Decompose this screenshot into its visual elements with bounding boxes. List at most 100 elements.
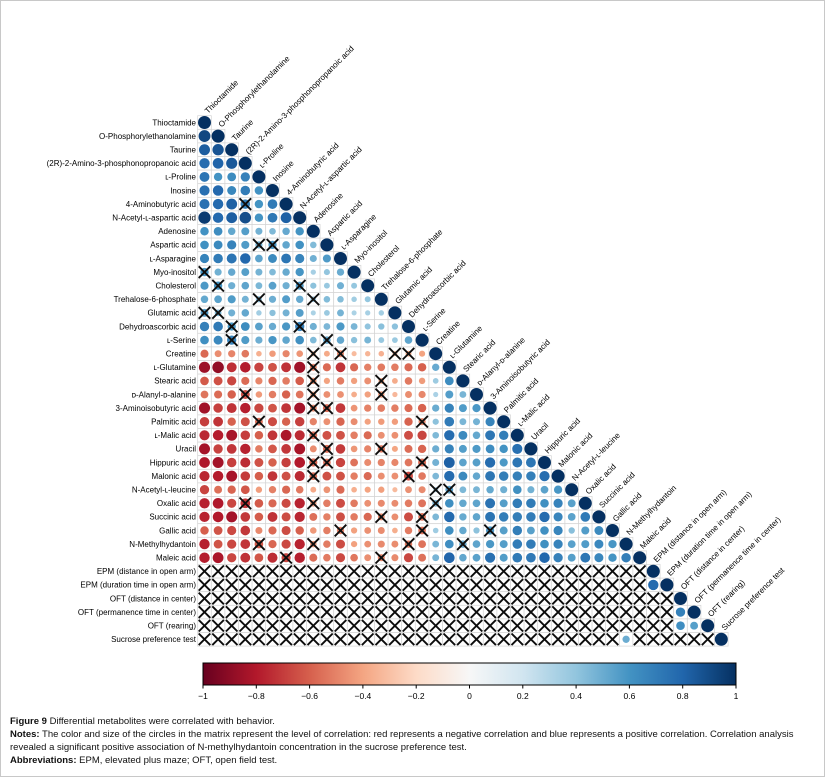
- correlation-circle: [444, 444, 454, 454]
- insignificance-cross: [415, 619, 429, 633]
- correlation-circle: [335, 539, 346, 549]
- correlation-circle: [459, 486, 467, 494]
- insignificance-cross: [606, 619, 619, 633]
- insignificance-cross: [470, 564, 483, 578]
- insignificance-cross: [320, 442, 334, 456]
- correlation-circle: [443, 552, 455, 564]
- colorbar-tick-label: 0.2: [517, 691, 529, 701]
- insignificance-cross: [306, 428, 320, 442]
- insignificance-cross: [211, 279, 225, 293]
- correlation-circle: [281, 498, 291, 508]
- correlation-circle: [269, 227, 276, 235]
- correlation-circle: [199, 430, 210, 441]
- correlation-circle: [391, 363, 399, 372]
- correlation-circle: [295, 227, 304, 236]
- insignificance-cross: [388, 564, 402, 578]
- correlation-circle: [432, 404, 440, 412]
- insignificance-cross: [211, 619, 225, 633]
- correlation-circle: [578, 496, 592, 510]
- insignificance-cross: [619, 619, 633, 633]
- correlation-circle: [527, 486, 535, 494]
- correlation-circle: [281, 512, 291, 522]
- insignificance-cross: [429, 483, 443, 497]
- correlation-circle: [365, 351, 371, 357]
- correlation-circle: [472, 418, 481, 426]
- insignificance-cross: [470, 619, 483, 633]
- correlation-circle: [364, 377, 372, 385]
- insignificance-cross: [388, 632, 402, 646]
- correlation-circle: [227, 186, 237, 195]
- correlation-circle: [526, 512, 536, 522]
- correlation-circle: [512, 498, 523, 509]
- colorbar-tick-label: 1: [734, 691, 739, 701]
- insignificance-cross: [565, 564, 579, 578]
- correlation-circle: [391, 554, 399, 562]
- correlation-circle: [377, 472, 385, 480]
- insignificance-cross: [374, 374, 388, 388]
- insignificance-cross: [252, 592, 266, 605]
- correlation-circle: [404, 377, 413, 385]
- insignificance-cross: [198, 578, 211, 592]
- insignificance-cross: [238, 496, 252, 510]
- correlation-circle: [240, 443, 251, 455]
- correlation-circle: [306, 224, 320, 238]
- correlation-circle: [525, 457, 536, 468]
- correlation-circle: [226, 362, 237, 373]
- correlation-circle: [240, 512, 251, 522]
- correlation-circle: [254, 213, 264, 222]
- correlation-circle: [674, 592, 687, 605]
- insignificance-cross: [524, 592, 538, 605]
- insignificance-cross: [402, 564, 415, 578]
- correlation-circle: [268, 458, 277, 467]
- correlation-circle: [538, 456, 551, 469]
- insignificance-cross: [456, 619, 470, 633]
- row-label: Malonic acid: [152, 472, 196, 481]
- correlation-circle: [418, 553, 427, 562]
- insignificance-cross: [320, 632, 334, 646]
- column-label: ᴅ-Alanyl-ᴅ-alanine: [475, 335, 527, 387]
- colorbar-tick-label: 0.8: [677, 691, 689, 701]
- correlation-circle: [212, 552, 224, 564]
- correlation-circle: [240, 471, 251, 481]
- correlation-circle: [392, 378, 398, 384]
- correlation-circle: [295, 335, 304, 345]
- correlation-circle: [295, 240, 304, 250]
- insignificance-cross: [347, 578, 361, 592]
- correlation-circle: [391, 418, 399, 425]
- correlation-circle: [417, 430, 427, 440]
- correlation-circle: [227, 390, 236, 399]
- insignificance-cross: [456, 564, 470, 578]
- row-label: Adenosine: [158, 227, 196, 236]
- insignificance-cross: [279, 551, 293, 565]
- insignificance-cross: [415, 524, 429, 537]
- insignificance-cross: [442, 632, 456, 646]
- row-label: EPM (distance in open arm): [97, 567, 196, 576]
- insignificance-cross: [565, 578, 579, 592]
- correlation-circle: [240, 430, 251, 441]
- insignificance-cross: [334, 578, 347, 592]
- correlation-circle: [295, 485, 304, 494]
- insignificance-cross: [524, 578, 538, 592]
- correlation-circle: [282, 268, 290, 276]
- insignificance-cross: [388, 592, 402, 605]
- correlation-circle: [350, 377, 358, 385]
- correlation-circle: [227, 553, 237, 563]
- insignificance-cross: [374, 442, 388, 456]
- insignificance-cross: [402, 578, 415, 592]
- correlation-circle: [364, 323, 371, 330]
- correlation-circle: [294, 402, 306, 414]
- correlation-circle: [240, 402, 251, 414]
- insignificance-cross: [225, 320, 239, 333]
- insignificance-cross: [456, 632, 470, 646]
- caption-notes-text: The color and size of the circles in the…: [10, 729, 794, 753]
- correlation-circle: [281, 390, 291, 399]
- correlation-circle: [432, 513, 440, 521]
- correlation-circle: [377, 458, 385, 467]
- insignificance-cross: [633, 632, 647, 646]
- insignificance-cross: [225, 578, 239, 592]
- insignificance-cross: [252, 578, 266, 592]
- correlation-circle: [415, 333, 429, 347]
- correlation-circle: [310, 310, 316, 316]
- insignificance-cross: [402, 347, 415, 361]
- correlation-circle: [404, 458, 413, 467]
